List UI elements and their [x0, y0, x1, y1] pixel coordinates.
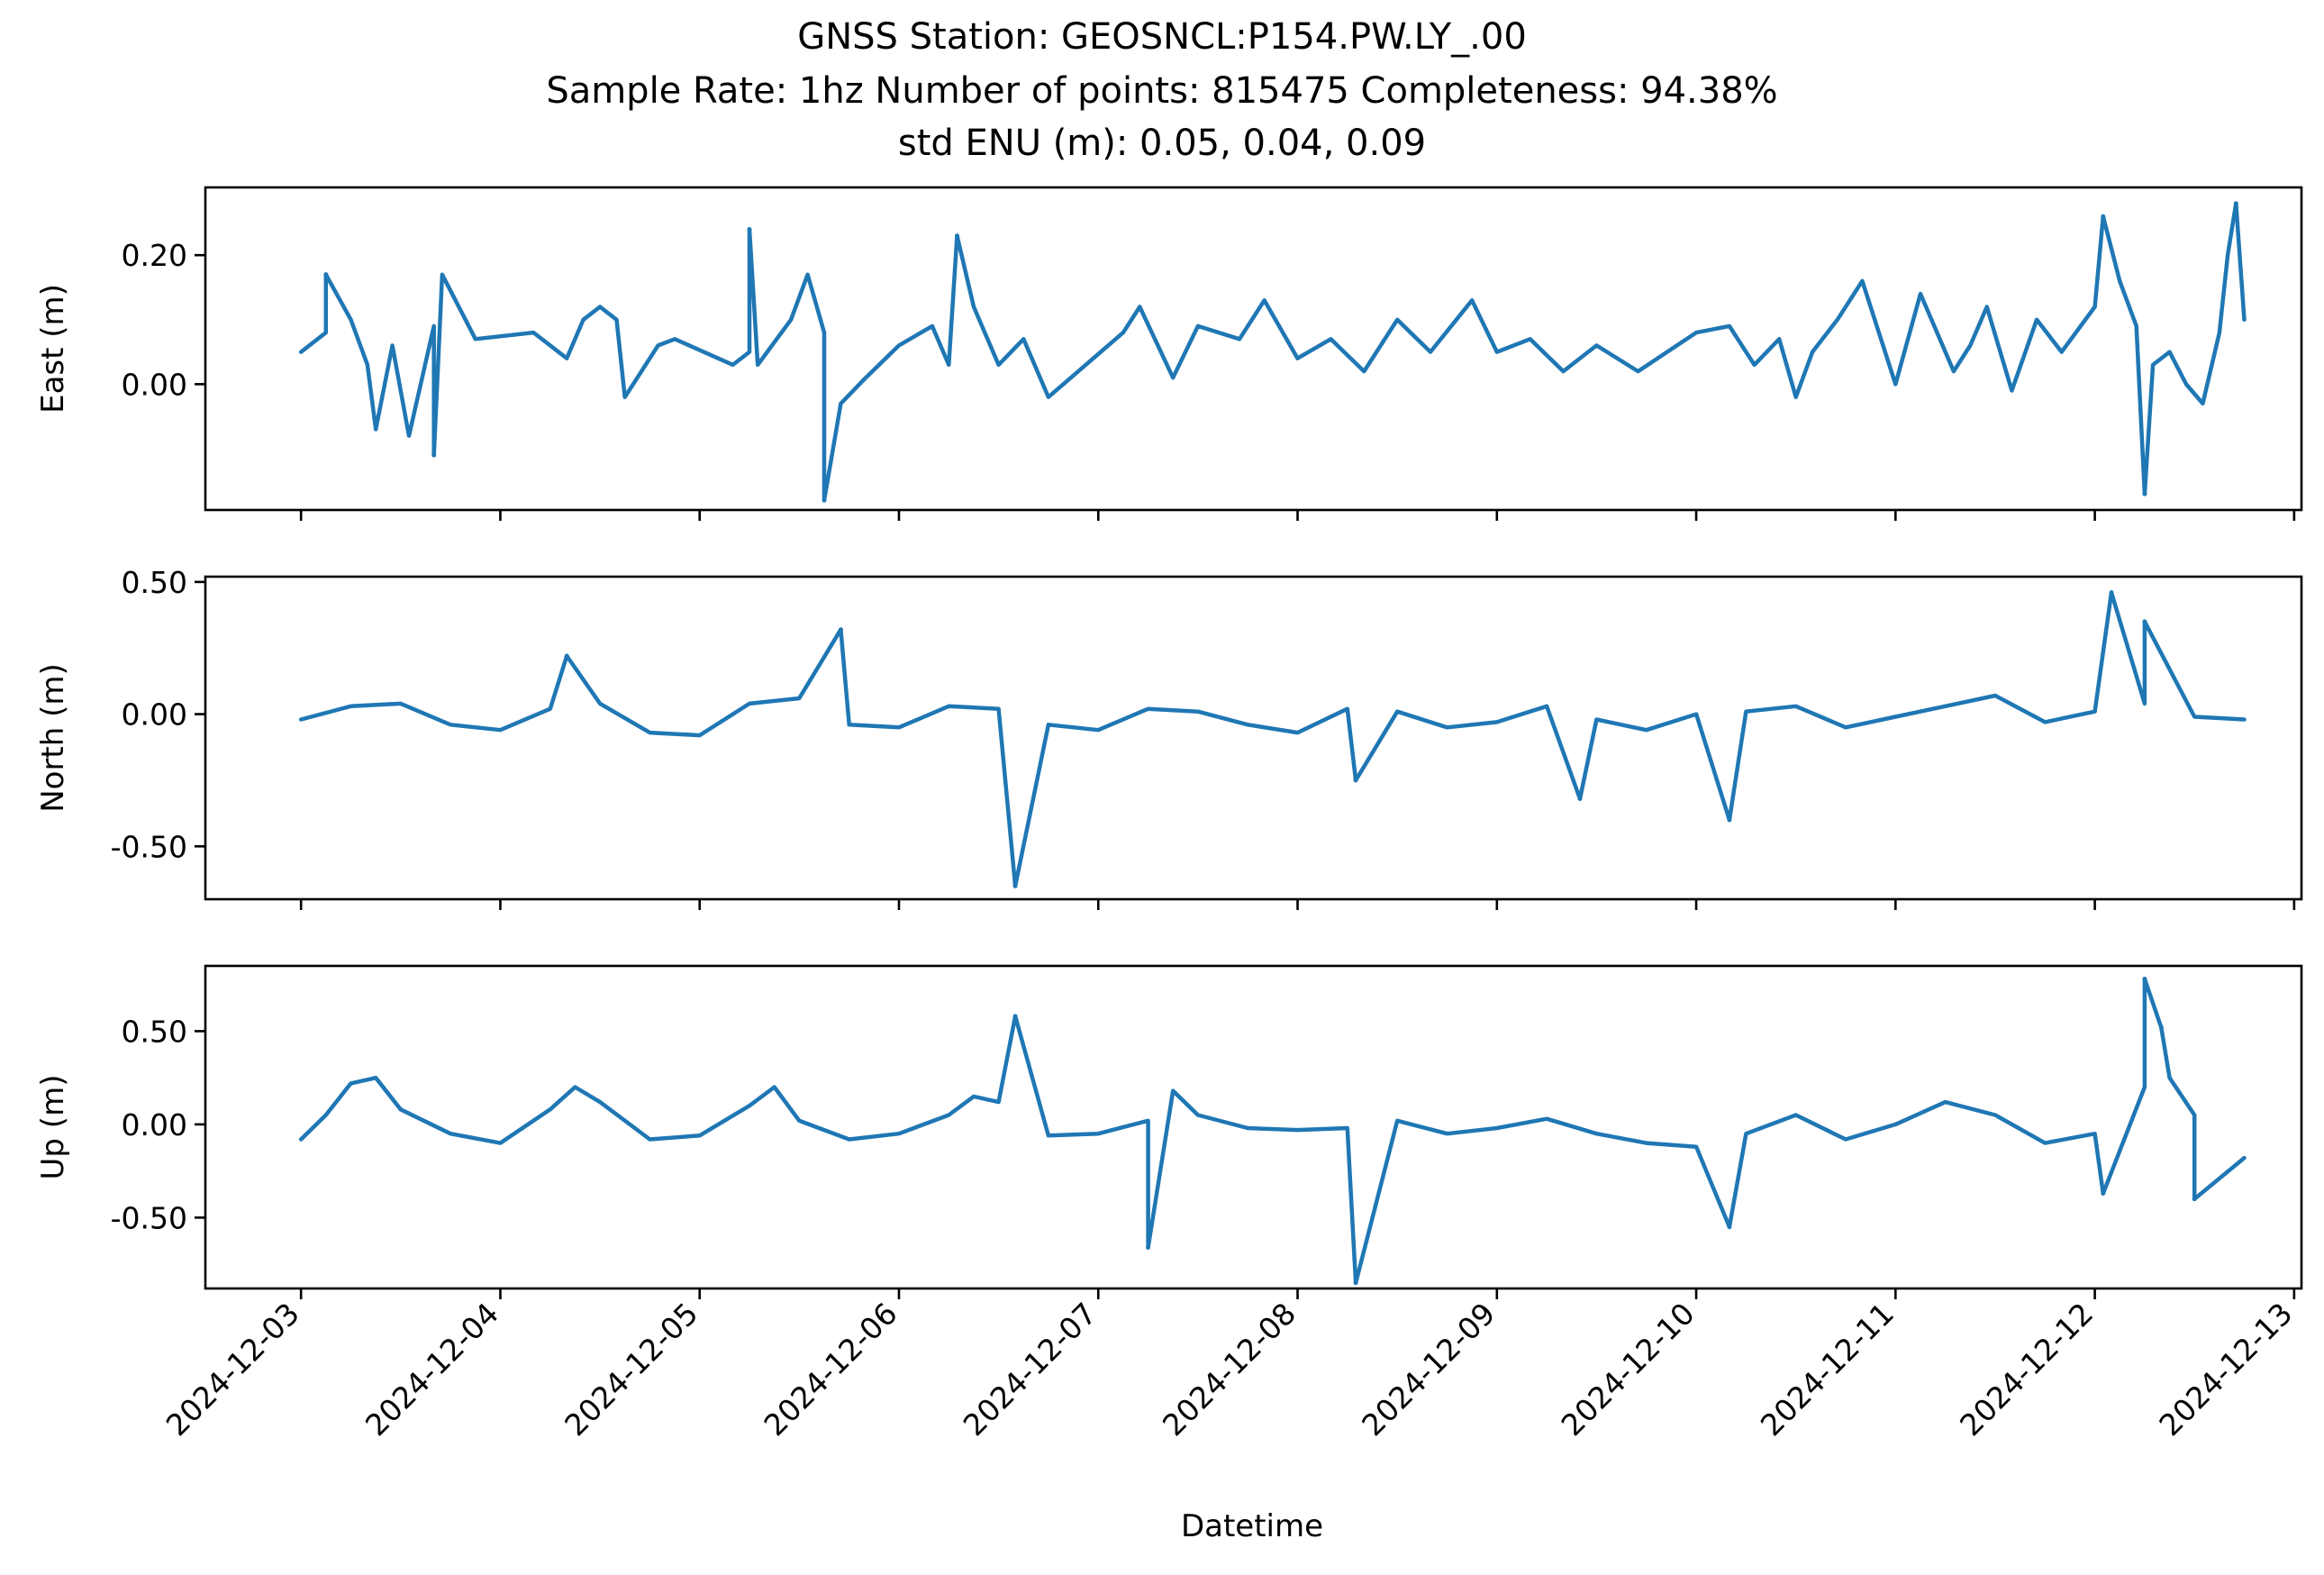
up-spike-point — [1146, 1244, 1151, 1250]
east-y-tick-label: 0.00 — [122, 367, 187, 402]
east-y-axis-label: East (m) — [35, 284, 71, 414]
north-axes-frame — [204, 575, 2303, 901]
panel-north: 0.50 0.00 -0.50 North (m) — [35, 565, 2303, 910]
x-axis-label: Datetime — [1181, 1508, 1323, 1544]
title-line-1: GNSS Station: GEOSNCL:P154.PW.LY_.00 — [797, 16, 1527, 58]
north-spike-point — [1727, 817, 1732, 823]
east-spike-point — [2233, 201, 2238, 206]
title-line-2: Sample Rate: 1hz Number of points: 81547… — [546, 70, 1777, 112]
up-spike-point — [1727, 1224, 1732, 1230]
east-axes-frame — [204, 186, 2303, 512]
up-spike-point — [2192, 1197, 2197, 1202]
north-y-tick-label: 0.00 — [122, 697, 187, 733]
east-spike-point — [2101, 214, 2106, 219]
up-axes-frame — [204, 964, 2303, 1290]
east-spike-point — [955, 233, 960, 239]
east-y-tick-label: 0.20 — [122, 238, 187, 273]
title-line-3: std ENU (m): 0.05, 0.04, 0.09 — [898, 123, 1426, 164]
north-spike-point — [1012, 883, 1018, 888]
east-spike-point — [431, 452, 437, 458]
up-y-tick-label: -0.50 — [111, 1200, 187, 1235]
north-y-axis-label: North (m) — [35, 663, 71, 813]
north-spike-point — [2109, 590, 2114, 596]
east-spike-point — [822, 497, 827, 503]
north-spike-point — [1353, 778, 1358, 783]
panel-east: 0.20 0.00 East (m) — [35, 186, 2303, 521]
up-y-tick-label: 0.50 — [122, 1014, 187, 1049]
up-y-axis-label: Up (m) — [35, 1075, 71, 1180]
up-y-tick-label: 0.00 — [122, 1107, 187, 1143]
east-spike-point — [2142, 491, 2147, 496]
north-series-line — [298, 590, 2247, 888]
up-spike-point — [1012, 1014, 1018, 1019]
up-spike-point — [1353, 1280, 1358, 1286]
up-spike-point — [2101, 1190, 2106, 1196]
up-spike-point — [2158, 1024, 2164, 1030]
east-spike-point — [747, 227, 752, 232]
east-spike-point — [323, 272, 329, 278]
north-spike-point — [564, 653, 569, 659]
up-spike-point — [2142, 976, 2147, 981]
north-spike-point — [2142, 619, 2147, 624]
up-series-line — [298, 977, 2247, 1286]
north-y-tick-label: -0.50 — [111, 829, 187, 864]
north-spike-point — [1577, 796, 1583, 801]
north-y-tick-label: 0.50 — [122, 565, 187, 600]
north-spike-point — [838, 627, 843, 633]
east-series-line — [298, 201, 2247, 503]
